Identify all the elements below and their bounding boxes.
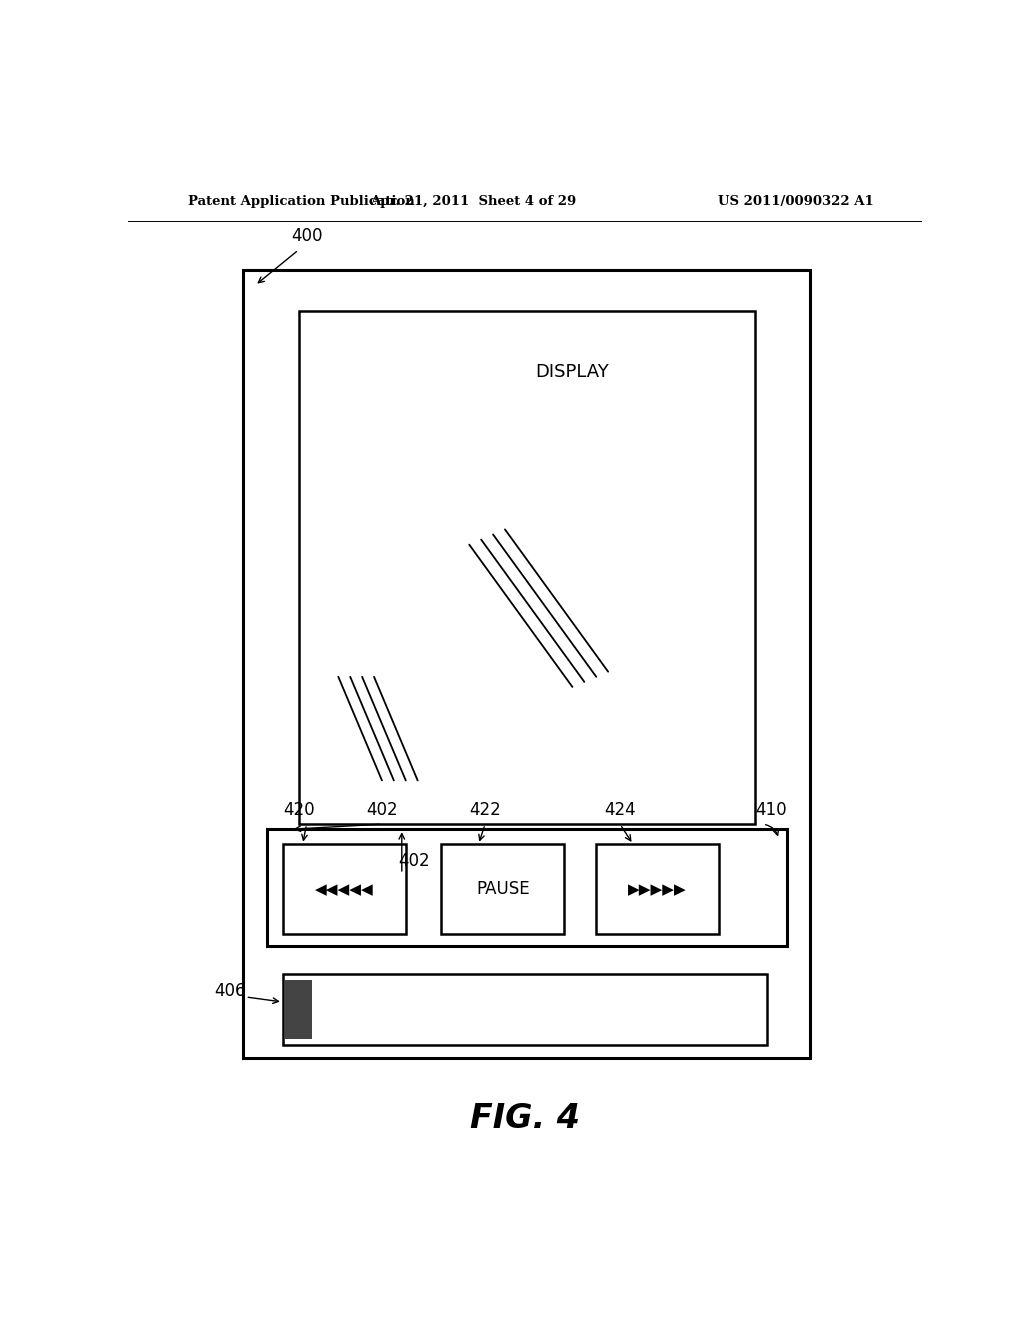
Bar xyxy=(299,312,755,824)
Text: PAUSE: PAUSE xyxy=(476,880,529,898)
Bar xyxy=(283,974,767,1044)
Bar xyxy=(283,845,406,935)
Text: 400: 400 xyxy=(291,227,323,244)
Text: FIG. 4: FIG. 4 xyxy=(470,1102,580,1135)
Bar xyxy=(441,845,564,935)
Text: Patent Application Publication: Patent Application Publication xyxy=(187,194,415,207)
Text: 402: 402 xyxy=(367,801,397,818)
Text: 420: 420 xyxy=(283,801,314,818)
Bar xyxy=(243,271,811,1057)
Text: 402: 402 xyxy=(398,851,429,870)
Text: 406: 406 xyxy=(214,982,246,999)
Text: DISPLAY: DISPLAY xyxy=(536,363,609,381)
Bar xyxy=(596,845,719,935)
Bar xyxy=(285,979,311,1039)
Text: ▶▶▶▶▶: ▶▶▶▶▶ xyxy=(629,882,687,896)
Text: 410: 410 xyxy=(755,801,786,818)
Text: US 2011/0090322 A1: US 2011/0090322 A1 xyxy=(718,194,873,207)
Text: ◀◀◀◀◀: ◀◀◀◀◀ xyxy=(315,882,374,896)
Bar xyxy=(267,829,786,946)
Text: 422: 422 xyxy=(469,801,501,818)
Text: 424: 424 xyxy=(604,801,636,818)
Text: Apr. 21, 2011  Sheet 4 of 29: Apr. 21, 2011 Sheet 4 of 29 xyxy=(370,194,577,207)
